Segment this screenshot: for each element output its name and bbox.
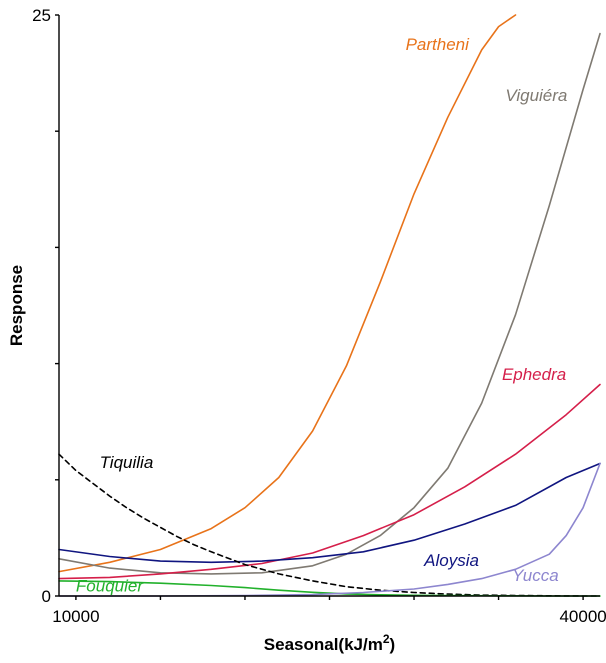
x-tick-label-40000: 40000 <box>559 607 606 626</box>
x-axis-title-superscript: 2 <box>383 632 390 646</box>
x-tick-label-10000: 10000 <box>52 607 99 626</box>
x-axis-title-text: Seasonal(kJ/m <box>264 635 383 654</box>
y-tick-label-25: 25 <box>32 6 51 25</box>
series-label-tiquilia: Tiquilia <box>100 453 154 472</box>
series-label-fouquier: Fouquier <box>76 576 144 595</box>
series-label-aloysia: Aloysia <box>423 551 479 570</box>
x-axis-title-suffix: ) <box>390 635 396 654</box>
series-label-yucca: Yucca <box>512 566 559 585</box>
series-line-aloysia <box>58 462 601 564</box>
series-label-viguiera: Viguiéra <box>505 86 567 105</box>
y-axis-title: Response <box>7 265 26 346</box>
series-labels: Partheni Viguiéra Ephedra Tiquilia Aloysia Yu… <box>76 35 567 595</box>
y-tick-label-0: 0 <box>42 587 51 606</box>
series-label-partheni: Partheni <box>406 35 471 54</box>
series-line-viguiera <box>58 32 601 575</box>
ticks: 0 25 10000 40000 <box>32 6 606 626</box>
series-label-ephedra: Ephedra <box>502 365 566 384</box>
x-axis-title: Seasonal(kJ/m2) <box>264 632 395 654</box>
series-line-partheni <box>58 14 517 573</box>
series-line-tiquilia <box>58 453 601 597</box>
series-line-ephedra <box>58 383 601 580</box>
